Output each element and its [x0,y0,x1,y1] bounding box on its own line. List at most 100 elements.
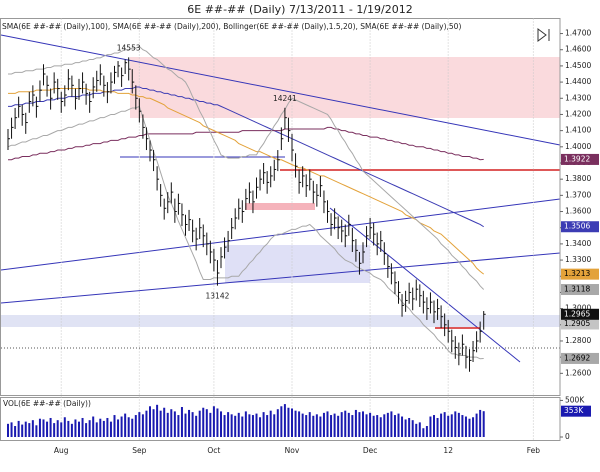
volume-bar [322,412,325,437]
volume-bar [85,423,88,437]
volume-bar [251,415,254,437]
volume-bar [74,419,77,437]
volume-bar [337,415,340,437]
volume-bar [468,418,471,437]
volume-bar [301,413,304,437]
band-zone [1,315,560,327]
x-tick-label: Feb [527,446,541,455]
volume-value-box [561,405,591,417]
volume-y-tick-label: 500K [565,395,585,404]
volume-bar [429,416,432,437]
volume-bar [241,416,244,437]
volume-bar [177,415,180,437]
volume-bar [464,416,467,437]
volume-bar [291,408,293,437]
volume-bar [191,412,194,437]
toolbar-icon[interactable] [537,28,550,42]
volume-bar [113,415,116,437]
volume-bar [433,415,435,437]
volume-bar [351,415,354,437]
volume-bar [7,423,9,437]
volume-bar [120,416,123,437]
volume-bar [230,414,233,437]
volume-bar [53,423,56,437]
volume-bar [269,410,272,437]
volume-bar [305,415,308,437]
volume-y-tick-label: 0 [565,432,570,441]
volume-bar [141,414,144,437]
volume-bar [415,423,418,437]
volume-bar [149,406,151,437]
volume-bar [390,411,393,437]
volume-bar [475,413,478,437]
x-tick-label: Sep [132,446,146,455]
price-frame [0,18,561,396]
volume-bar [454,411,457,437]
volume-bar [404,419,407,437]
volume-bar [205,409,208,437]
indicator-value-label: 1.3506 [564,222,590,231]
volume-bar [56,420,59,437]
y-tick-label: 1.4200 [565,109,591,118]
indicator-line [8,86,484,228]
y-tick-label: 1.2800 [565,336,591,345]
y-tick-label: 1.4000 [565,142,591,151]
volume-bar [450,414,453,437]
volume-bar [21,424,24,437]
volume-bar [106,417,109,437]
volume-bar [422,428,425,437]
last-price-label: 1.2965 [564,309,590,318]
trend-line [329,207,521,363]
price-annotation: 14553 [117,43,141,52]
volume-bar [99,418,102,437]
resistance-zone [130,57,560,118]
volume-bar [152,409,155,437]
indicator-line [8,126,484,161]
indicator-value-box [561,153,599,165]
volume-bar [369,412,372,437]
volume-bar [78,421,80,437]
volume-bar [315,414,318,437]
small-zone [245,203,315,210]
volume-bar [134,415,137,437]
volume-bar [42,419,45,437]
indicator-value-box [561,268,599,280]
volume-bar [24,421,27,437]
volume-bar [17,420,20,437]
volume-bar [223,415,226,437]
volume-bar [418,422,421,437]
volume-bar [266,415,269,437]
trend-line [0,34,561,146]
indicator-line [7,105,484,360]
volume-bar [440,413,443,437]
volume-bar [333,413,336,437]
x-tick-label: 12 [443,446,453,455]
price-annotation: 14241 [273,94,297,103]
volume-bar [461,415,464,437]
volume-value-label: 353K [564,406,584,415]
volume-bar [180,407,183,437]
volume-frame [0,397,561,441]
volume-bar [259,417,262,437]
volume-bar [31,420,34,437]
volume-bar [244,411,247,437]
x-tick-label: Aug [54,446,69,455]
volume-bar [472,417,475,437]
volume-bar [379,417,382,437]
play-icon[interactable] [537,28,547,42]
indicator-line [8,88,485,275]
volume-bar [340,412,343,437]
volume-bar [262,412,265,437]
y-tick-label: 1.4400 [565,77,591,86]
y-tick-label: 1.3000 [565,304,591,313]
volume-bar [81,417,84,437]
volume-bar [95,422,98,437]
chart-title: 6E ##-## (Daily) 7/13/2011 - 1/19/2012 [187,3,412,16]
volume-bar [383,414,386,437]
volume-bar [447,415,450,437]
y-tick-label: 1.3800 [565,174,591,183]
y-tick-label: 1.4700 [565,29,591,38]
volume-bar [386,412,389,437]
y-tick-label: 1.4500 [565,61,591,70]
price-annotation: 13142 [206,292,230,301]
